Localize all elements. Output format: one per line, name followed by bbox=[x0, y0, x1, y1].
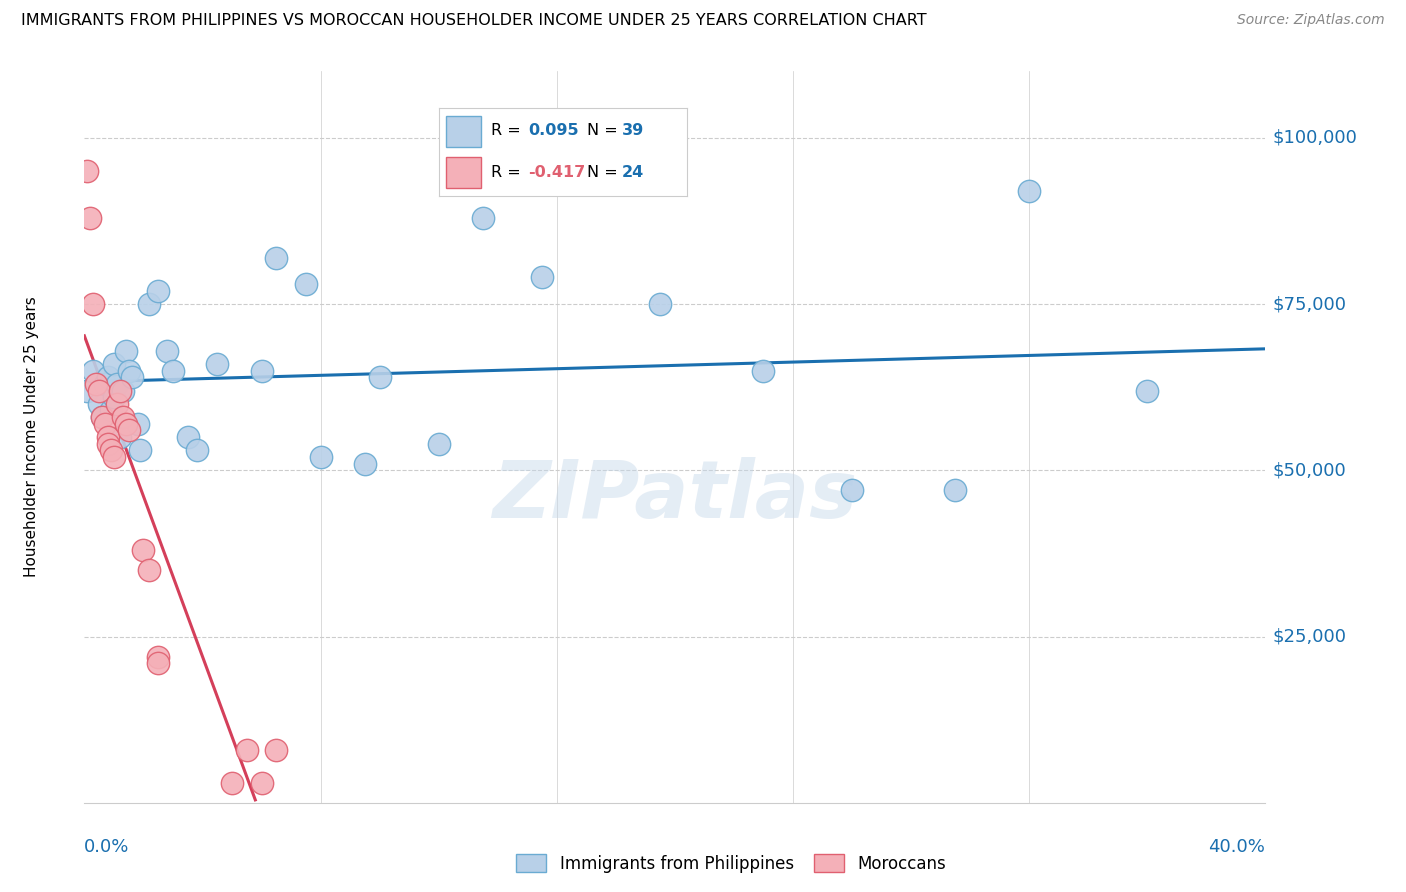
Point bbox=[648, 297, 672, 311]
Point bbox=[87, 397, 111, 411]
Point bbox=[205, 357, 228, 371]
Point bbox=[108, 384, 131, 398]
Text: 39: 39 bbox=[623, 123, 644, 138]
Point bbox=[103, 390, 125, 404]
Point bbox=[945, 483, 967, 498]
Point bbox=[103, 357, 125, 371]
Text: 24: 24 bbox=[623, 165, 644, 180]
Point bbox=[221, 776, 243, 790]
Point bbox=[76, 164, 98, 178]
FancyBboxPatch shape bbox=[446, 157, 481, 188]
Point bbox=[94, 376, 117, 391]
Point bbox=[111, 384, 134, 398]
Point bbox=[84, 376, 107, 391]
Point bbox=[264, 742, 288, 756]
Point bbox=[129, 443, 152, 458]
Point bbox=[114, 343, 136, 358]
Point bbox=[427, 436, 450, 450]
Point bbox=[156, 343, 179, 358]
Point bbox=[186, 443, 208, 458]
Point bbox=[97, 370, 120, 384]
Text: $25,000: $25,000 bbox=[1272, 628, 1347, 646]
Text: N =: N = bbox=[588, 123, 623, 138]
Point bbox=[118, 424, 141, 438]
Point bbox=[841, 483, 863, 498]
Text: IMMIGRANTS FROM PHILIPPINES VS MOROCCAN HOUSEHOLDER INCOME UNDER 25 YEARS CORREL: IMMIGRANTS FROM PHILIPPINES VS MOROCCAN … bbox=[21, 13, 927, 29]
Point bbox=[121, 370, 143, 384]
Text: R =: R = bbox=[491, 165, 526, 180]
Text: -0.417: -0.417 bbox=[529, 165, 585, 180]
Point bbox=[162, 363, 184, 377]
Text: Source: ZipAtlas.com: Source: ZipAtlas.com bbox=[1237, 13, 1385, 28]
Point bbox=[105, 376, 128, 391]
Point bbox=[105, 397, 128, 411]
Text: $50,000: $50,000 bbox=[1272, 461, 1346, 479]
FancyBboxPatch shape bbox=[446, 116, 481, 146]
Point bbox=[79, 211, 101, 225]
Point bbox=[97, 436, 120, 450]
Point bbox=[114, 417, 136, 431]
Point bbox=[108, 430, 131, 444]
Text: $75,000: $75,000 bbox=[1272, 295, 1347, 313]
Point bbox=[177, 430, 200, 444]
Point bbox=[132, 543, 155, 558]
Point bbox=[138, 297, 160, 311]
Text: $100,000: $100,000 bbox=[1272, 128, 1357, 147]
Point bbox=[250, 776, 273, 790]
Point bbox=[82, 297, 104, 311]
Text: ZIPatlas: ZIPatlas bbox=[492, 457, 858, 534]
Point bbox=[138, 563, 160, 577]
Point bbox=[82, 363, 104, 377]
Legend: Immigrants from Philippines, Moroccans: Immigrants from Philippines, Moroccans bbox=[510, 847, 952, 880]
Point bbox=[100, 443, 122, 458]
Point bbox=[103, 450, 125, 464]
Point bbox=[472, 211, 495, 225]
Point bbox=[87, 384, 111, 398]
Point bbox=[148, 656, 170, 670]
Point bbox=[94, 417, 117, 431]
Point bbox=[752, 363, 775, 377]
Point bbox=[76, 384, 98, 398]
Point bbox=[354, 457, 377, 471]
Point bbox=[148, 284, 170, 298]
Text: 0.095: 0.095 bbox=[529, 123, 579, 138]
Text: 0.0%: 0.0% bbox=[84, 838, 129, 856]
Point bbox=[100, 403, 122, 417]
Point bbox=[118, 363, 141, 377]
Point bbox=[148, 649, 170, 664]
Text: R =: R = bbox=[491, 123, 526, 138]
Point bbox=[250, 363, 273, 377]
Point bbox=[530, 270, 553, 285]
Point bbox=[295, 277, 318, 292]
Text: N =: N = bbox=[588, 165, 623, 180]
Point bbox=[111, 410, 134, 425]
Text: 40.0%: 40.0% bbox=[1209, 838, 1265, 856]
Point bbox=[91, 410, 114, 425]
Point bbox=[91, 410, 114, 425]
Point bbox=[97, 430, 120, 444]
Point bbox=[1018, 184, 1040, 198]
Point bbox=[127, 417, 149, 431]
Text: Householder Income Under 25 years: Householder Income Under 25 years bbox=[24, 297, 39, 577]
Point bbox=[1136, 384, 1159, 398]
Point bbox=[235, 742, 259, 756]
Point bbox=[309, 450, 332, 464]
Point bbox=[368, 370, 391, 384]
Point bbox=[264, 251, 288, 265]
